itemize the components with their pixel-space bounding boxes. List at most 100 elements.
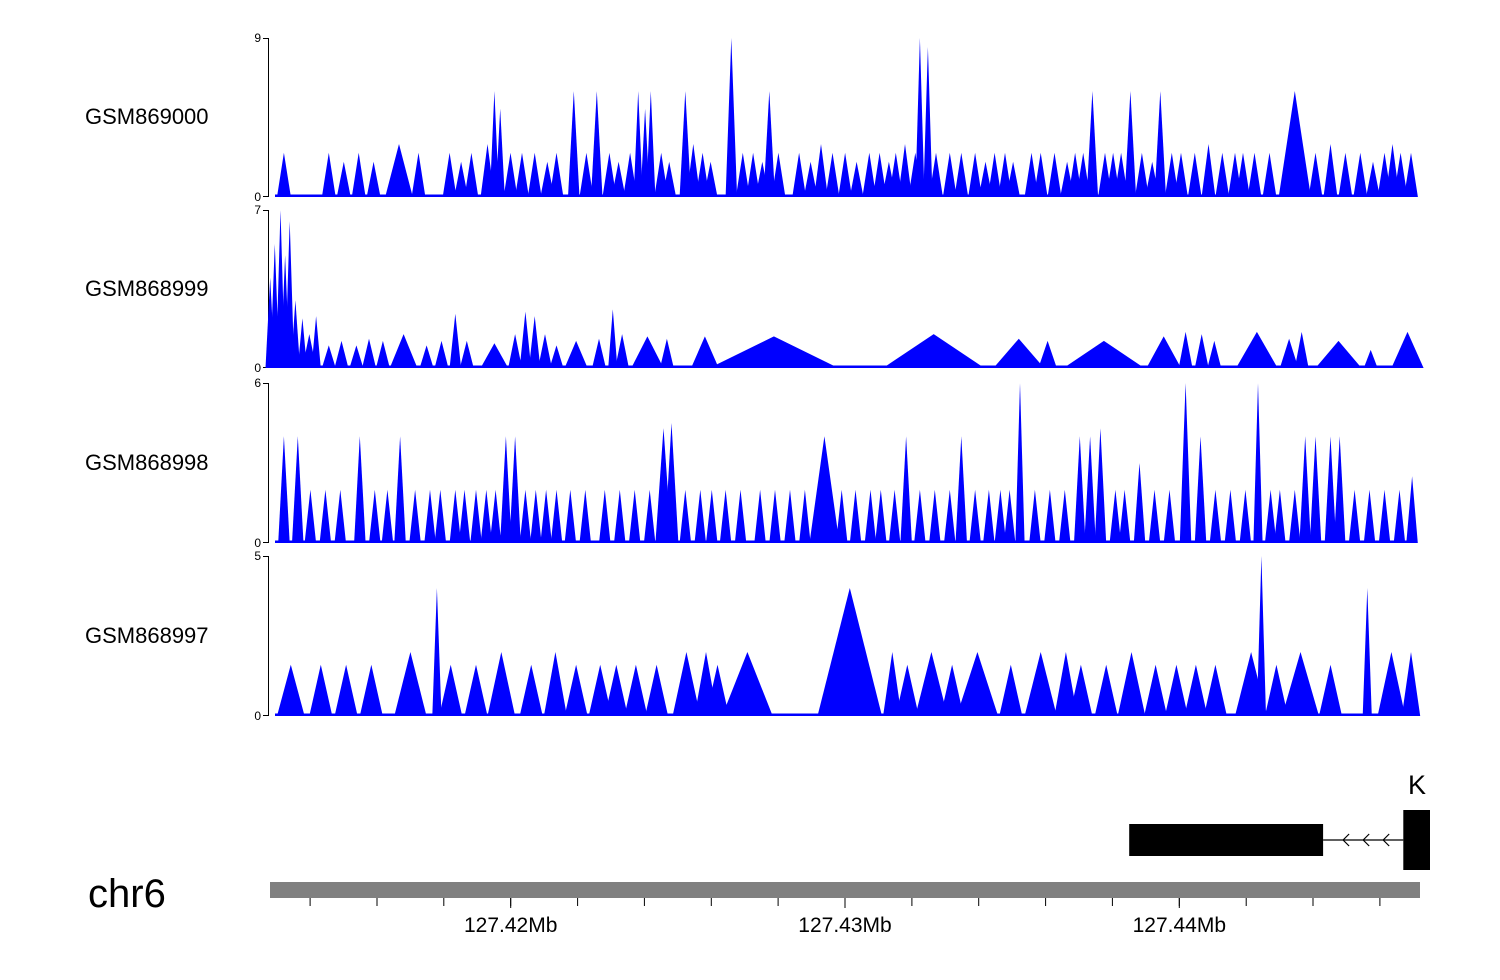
coverage-peak <box>646 91 656 197</box>
coverage-peak <box>489 91 499 197</box>
coverage-peak <box>1094 428 1107 543</box>
coverage-peak <box>285 221 295 368</box>
coverage-plot-gsm868997 <box>268 556 1421 716</box>
coverage-plot-gsm869000 <box>268 38 1418 197</box>
track-label-gsm868998: GSM868998 <box>85 450 209 475</box>
coverage-peak <box>1279 338 1299 368</box>
coverage-peak <box>1309 436 1322 543</box>
coverage-peak <box>1324 436 1337 543</box>
coverage-peak <box>1114 152 1128 197</box>
coverage-peak <box>888 152 903 197</box>
coverage-peak <box>799 489 811 543</box>
coverage-peak <box>631 336 664 368</box>
coverage-peak <box>679 489 692 543</box>
coverage-peak <box>1289 489 1301 543</box>
coverage-peak <box>1144 664 1168 716</box>
track-label-gsm868999: GSM868999 <box>85 276 209 301</box>
coverage-peak <box>1074 436 1086 543</box>
y-axis-tick <box>263 715 268 716</box>
y-axis-tick <box>263 367 268 368</box>
coverage-peak <box>528 316 541 368</box>
coverage-peak <box>1393 489 1406 543</box>
coverage-peak <box>1391 331 1424 368</box>
coverage-peak <box>454 161 468 197</box>
coverage-peak <box>604 664 628 716</box>
coverage-peak <box>809 436 840 543</box>
coverage-peak <box>336 161 351 197</box>
coverage-peak <box>1029 489 1041 543</box>
coverage-peak <box>1003 489 1016 543</box>
coverage-peak <box>1059 489 1071 543</box>
coverage-peak <box>449 313 462 368</box>
y-axis-tick <box>263 196 268 197</box>
coverage-peak <box>442 152 457 197</box>
coverage-peak <box>615 334 629 368</box>
coverage-peak <box>662 161 677 197</box>
coverage-peak <box>277 664 305 716</box>
coverage-peak <box>1194 436 1207 543</box>
coverage-peak <box>888 489 901 543</box>
coverage-peak <box>599 489 611 543</box>
coverage-peak <box>321 152 336 197</box>
coverage-peak <box>955 436 967 543</box>
coverage-peak <box>792 152 806 197</box>
coverage-peak <box>366 161 381 197</box>
coverage-peak <box>643 489 656 543</box>
coverage-peak <box>519 664 543 716</box>
coverage-peak <box>608 309 618 368</box>
coverage-peak <box>1135 152 1149 197</box>
chromosome-bar <box>270 882 1420 898</box>
coverage-peak <box>1201 144 1216 197</box>
coverage-peak <box>679 91 692 197</box>
coverage-peak <box>495 108 505 197</box>
coverage-peak <box>1299 436 1311 543</box>
coverage-peak <box>1264 664 1288 716</box>
coverage-peak <box>1236 331 1278 368</box>
y-axis-max-label: 7 <box>254 203 261 217</box>
gene-exon <box>1129 824 1324 856</box>
coverage-peak <box>814 144 828 197</box>
coverage-peak <box>564 489 577 543</box>
coverage-peak <box>1117 652 1146 716</box>
coverage-peak <box>1362 588 1372 716</box>
track-gsm869000: 9 0 <box>254 31 1418 204</box>
coverage-peak <box>660 338 674 368</box>
coverage-peak <box>706 489 718 543</box>
coverage-peak <box>489 489 502 543</box>
coverage-peak <box>1256 556 1266 716</box>
coverage-peak <box>278 436 290 543</box>
coverage-peak <box>1278 91 1311 197</box>
gene-name-label: K <box>1407 770 1426 800</box>
coverage-peak <box>381 489 394 543</box>
coverage-peak <box>591 91 603 197</box>
coverage-peak <box>968 152 982 197</box>
coverage-peak <box>1044 489 1056 543</box>
coverage-peak <box>849 489 862 543</box>
coverage-peak <box>464 152 479 197</box>
coverage-peak <box>540 489 552 543</box>
chromosome-name-label: chr6 <box>88 872 166 916</box>
coverage-peak <box>480 489 493 543</box>
coverage-peak <box>900 436 912 543</box>
coverage-peak <box>579 152 594 197</box>
coverage-peak <box>508 334 522 368</box>
coverage-plot-gsm868998 <box>268 383 1418 543</box>
coverage-peak <box>709 336 839 368</box>
coverage-peak <box>978 161 993 197</box>
coverage-peak <box>875 489 887 543</box>
coverage-peak <box>1069 664 1093 716</box>
coverage-peak <box>1247 152 1262 197</box>
coverage-peak <box>538 334 552 368</box>
coverage-peak <box>1274 489 1286 543</box>
coverage-peak <box>1366 161 1380 197</box>
coverage-peak <box>771 152 786 197</box>
coverage-peak <box>1063 340 1145 368</box>
coverage-peak <box>993 338 1045 368</box>
coverage-peak <box>519 489 532 543</box>
coverage-peak <box>746 152 760 197</box>
genome-axis: 127.42Mb 127.43Mb 127.44Mb <box>270 882 1420 937</box>
coverage-peak <box>983 489 995 543</box>
coverage-peak <box>883 334 985 368</box>
coverage-peak <box>351 152 366 197</box>
coverage-peak <box>1184 664 1208 716</box>
